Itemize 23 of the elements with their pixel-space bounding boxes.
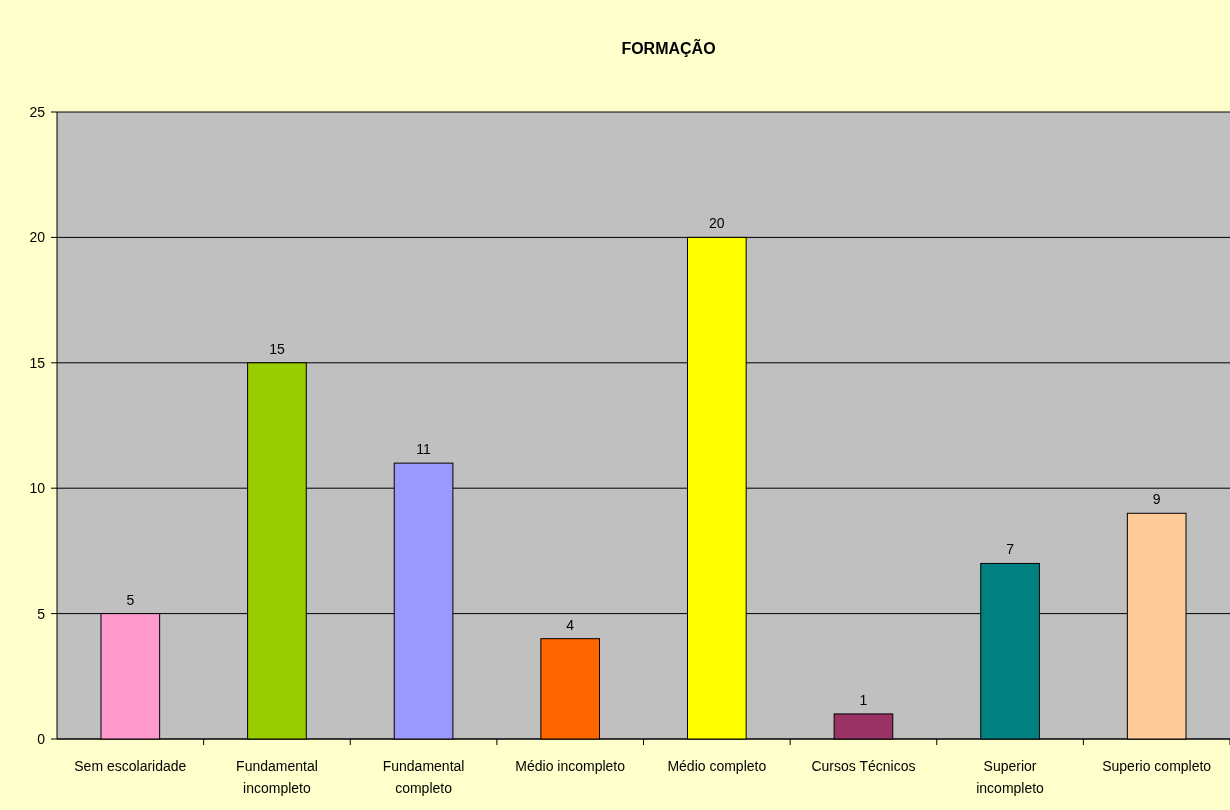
y-tick-label: 0 bbox=[37, 731, 46, 747]
data-label: 9 bbox=[1152, 491, 1161, 508]
chart-title: FORMAÇÃO bbox=[621, 38, 716, 57]
x-tick-label: Médio incompleto bbox=[515, 758, 626, 774]
data-label: 20 bbox=[709, 215, 725, 232]
x-tick-label: Superior incompleto bbox=[976, 758, 1045, 796]
data-label: 1 bbox=[859, 691, 868, 708]
x-tick-label: Sem escolaridade bbox=[74, 758, 187, 774]
x-tick-label: Médio completo bbox=[667, 758, 767, 774]
x-tick-label: Superio completo bbox=[1102, 758, 1212, 774]
x-tick-label: Cursos Técnicos bbox=[811, 758, 916, 774]
y-tick-label: 5 bbox=[37, 605, 46, 622]
data-label: 4 bbox=[566, 616, 575, 633]
y-tick-label: 10 bbox=[29, 480, 46, 497]
x-tick-label: Fundamental completo bbox=[382, 758, 465, 796]
y-tick-label: 25 bbox=[29, 104, 46, 120]
data-label: 11 bbox=[416, 441, 432, 458]
y-tick-label: 15 bbox=[29, 354, 46, 371]
data-label: 7 bbox=[1006, 541, 1015, 558]
x-tick-label: Fundamental incompleto bbox=[236, 758, 318, 796]
y-tick-label: 20 bbox=[29, 229, 46, 246]
data-label: 5 bbox=[126, 591, 135, 608]
data-label: 15 bbox=[269, 340, 285, 357]
